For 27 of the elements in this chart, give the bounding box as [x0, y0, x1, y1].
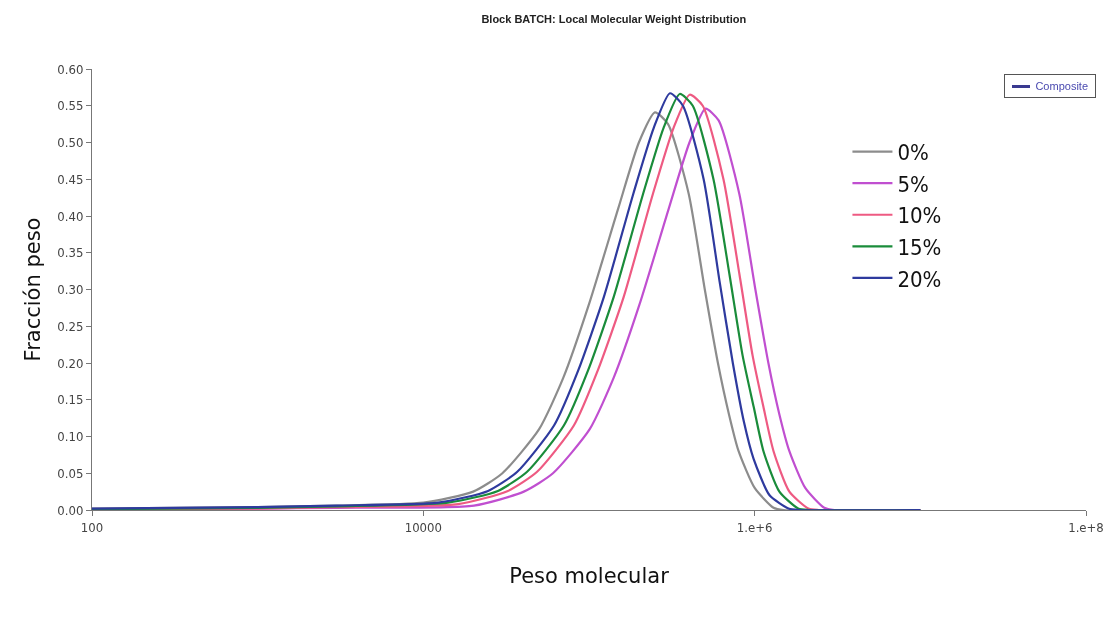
- x-tick-label: 1.e+8: [1068, 519, 1104, 535]
- y-tick-label: 0.10: [57, 429, 84, 445]
- y-axis-title: Fracción peso: [21, 217, 45, 362]
- legend-box: Composite: [1004, 74, 1096, 98]
- x-tick-label: 10000: [404, 519, 442, 535]
- legend-label: 15%: [897, 234, 942, 260]
- legend-label: 10%: [897, 203, 942, 229]
- y-tick-label: 0.25: [57, 318, 84, 334]
- y-tick-label: 0.05: [57, 465, 84, 481]
- y-tick-label: 0.40: [57, 208, 84, 224]
- legend-label: 0%: [897, 140, 929, 166]
- chart-title: Block BATCH: Local Molecular Weight Distribution: [481, 13, 747, 26]
- y-tick-label: 0.45: [57, 171, 84, 187]
- x-tick-label: 100: [80, 519, 104, 535]
- y-tick-label: 0.30: [57, 282, 84, 298]
- y-tick-label: 0.55: [57, 98, 84, 114]
- annotation: Composite: [1035, 80, 1088, 92]
- y-tick-label: 0.15: [57, 392, 84, 408]
- x-tick-label: 1.e+6: [736, 519, 773, 535]
- y-tick-label: 0.00: [57, 502, 84, 518]
- x-axis-title: Peso molecular: [509, 564, 670, 588]
- y-tick-label: 0.60: [57, 61, 84, 77]
- y-tick-label: 0.35: [57, 245, 84, 261]
- y-tick-label: 0.20: [57, 355, 84, 371]
- legend-label: 20%: [897, 266, 942, 292]
- legend-label: 5%: [897, 171, 929, 197]
- y-tick-label: 0.50: [57, 135, 84, 151]
